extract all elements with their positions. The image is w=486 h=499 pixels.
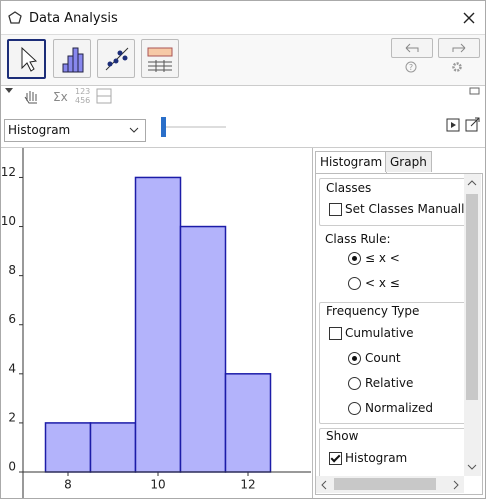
number-button[interactable]: 123 456 (75, 87, 90, 105)
plot-select-value: Histogram (8, 123, 71, 137)
option-label: Cumulative (345, 326, 414, 340)
style-bar (5, 88, 112, 104)
checkbox[interactable] (329, 452, 342, 465)
number-label: 456 (75, 96, 91, 105)
y-tick-label: 4 (8, 361, 16, 375)
y-tick-label: 8 (8, 263, 16, 277)
h-scrollbar[interactable] (316, 476, 464, 493)
options-content: Classes Set Classes Manually Class Rule:… (316, 174, 464, 476)
radio[interactable] (348, 252, 361, 265)
option-label: Histogram (345, 451, 408, 465)
scatter-tool[interactable] (97, 39, 135, 78)
radio[interactable] (348, 377, 361, 390)
bar (44, 422, 92, 473)
tab[interactable]: Graph (385, 151, 432, 172)
bar (89, 422, 137, 473)
x-tick-label: 8 (64, 478, 72, 492)
radio[interactable] (348, 352, 361, 365)
checkbox[interactable] (329, 203, 342, 216)
v-scrollbar[interactable] (464, 174, 481, 476)
heading: Classes (326, 181, 372, 195)
option-label: Normalized (365, 401, 434, 415)
stats-tool[interactable] (141, 39, 179, 78)
tab[interactable]: Histogram (315, 151, 388, 174)
sum-button[interactable]: Σx (53, 90, 68, 104)
scroll-thumb[interactable] (334, 478, 436, 490)
close-button[interactable] (461, 10, 477, 26)
app-icon (8, 11, 22, 24)
view-icons[interactable] (446, 117, 484, 133)
x-tick-label: 10 (150, 478, 165, 492)
y-tick-label: 10 (1, 214, 16, 228)
bar (179, 225, 227, 473)
heading: Class Rule: (325, 232, 391, 246)
scroll-thumb[interactable] (466, 194, 478, 400)
svg-text:?: ? (409, 63, 413, 72)
option-label: Set Classes Manually (345, 202, 464, 216)
y-tick-label: 12 (1, 165, 16, 179)
option-label: Relative (365, 376, 414, 390)
number-label: 123 (75, 87, 91, 96)
dock-icon[interactable] (469, 87, 481, 97)
checkbox[interactable] (329, 327, 342, 340)
group-box (319, 178, 464, 226)
redo-button[interactable] (438, 38, 480, 58)
options-panel: Classes Set Classes Manually Class Rule:… (315, 173, 483, 495)
bar (134, 176, 182, 473)
y-tick-label: 2 (8, 410, 16, 424)
radio[interactable] (348, 277, 361, 290)
option-label: ≤ x < (365, 251, 400, 265)
histogram-tool[interactable] (53, 39, 91, 78)
chart: 0 2 4 6 8 10 12 8 10 12 (1, 148, 311, 498)
x-tick-label: 12 (240, 478, 255, 492)
slider-handle[interactable] (161, 117, 166, 137)
heading: Show (326, 429, 359, 443)
help-icon[interactable]: ? (405, 61, 417, 73)
window-title: Data Analysis (29, 11, 118, 26)
settings-icon[interactable] (451, 61, 463, 73)
option-label: < x ≤ (365, 276, 400, 290)
radio[interactable] (348, 402, 361, 415)
group-box (319, 428, 464, 476)
option-label: Count (365, 351, 401, 365)
slider-track (163, 126, 226, 128)
undo-button[interactable] (391, 38, 433, 58)
separator (1, 147, 485, 148)
plot-select[interactable]: Histogram (4, 119, 146, 142)
y-tick-label: 6 (8, 312, 16, 326)
heading: Frequency Type (326, 304, 420, 318)
group-box (319, 302, 464, 424)
y-tick-label: 0 (8, 460, 16, 474)
bar (224, 373, 272, 473)
move-tool[interactable] (7, 39, 46, 79)
divider (312, 148, 313, 498)
